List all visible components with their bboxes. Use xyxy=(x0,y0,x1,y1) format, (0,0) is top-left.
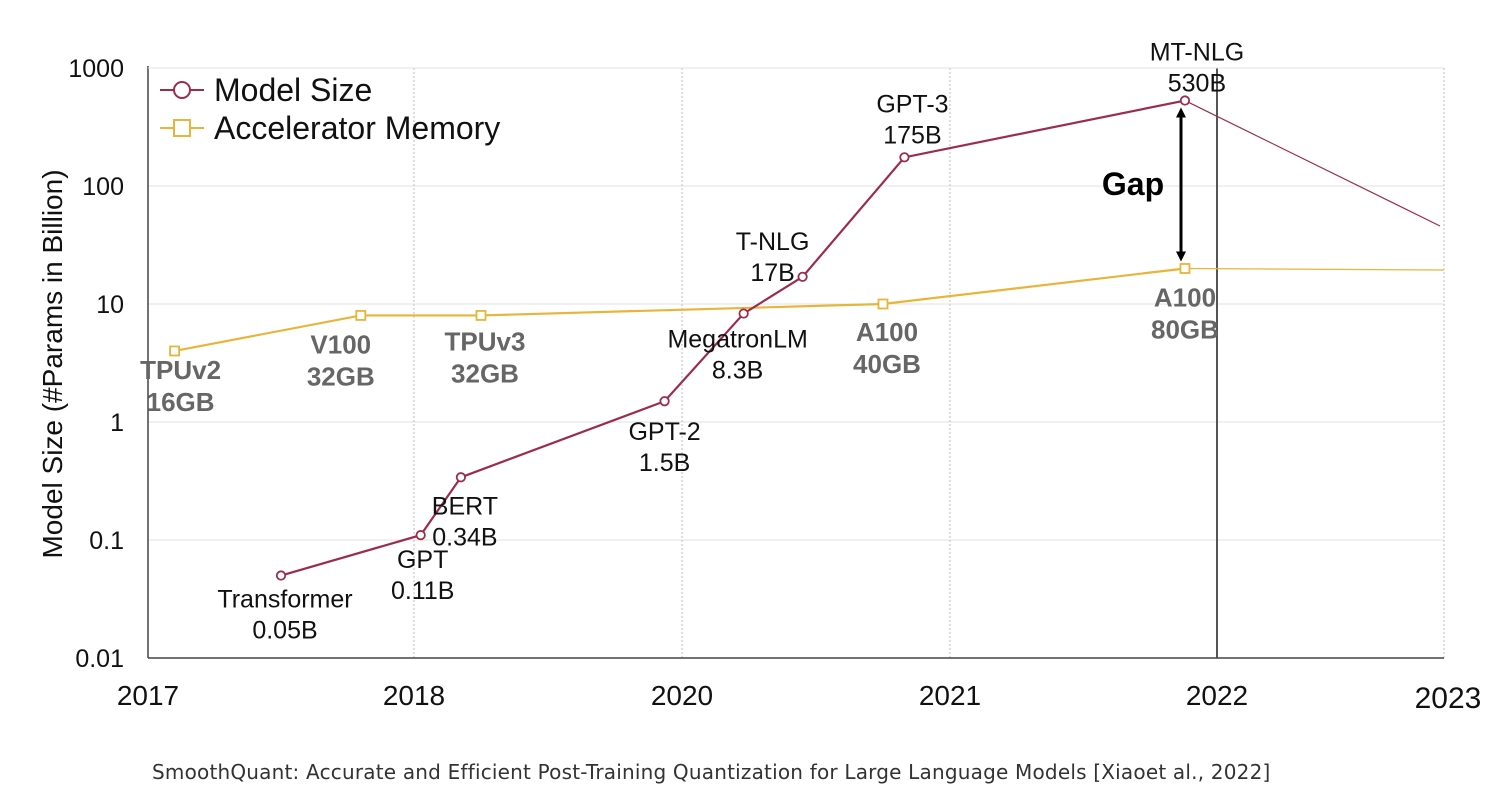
accelerator-label-name: A100 xyxy=(856,317,918,347)
model-label-size: 530B xyxy=(1168,70,1226,98)
accelerator-memory-point xyxy=(355,310,367,321)
accelerator-label-name: TPUv3 xyxy=(445,326,526,356)
model-label-name: GPT xyxy=(397,546,448,574)
model-label-size: 17B xyxy=(750,259,794,287)
model-size-point xyxy=(797,271,808,282)
y-tick-label: 100 xyxy=(82,173,124,201)
model-label-size: 1.5B xyxy=(639,449,690,477)
model-size-point xyxy=(899,152,910,163)
model-size-extension-line xyxy=(1184,99,1441,227)
x-tick-label: 2020 xyxy=(651,680,713,711)
y-tick-label: 1000 xyxy=(68,55,124,83)
y-tick-label: 0.01 xyxy=(75,645,124,673)
model-label-size: 0.34B xyxy=(432,523,497,551)
accelerator-memory-extension-line xyxy=(1184,267,1445,271)
model-label-name: T-NLG xyxy=(736,228,810,256)
series-layer xyxy=(169,95,1445,581)
accelerator-label-memory: 80GB xyxy=(1151,314,1219,344)
model-label-name: GPT-3 xyxy=(876,90,948,118)
model-size-point xyxy=(455,472,466,483)
x-tick-label: 2017 xyxy=(117,680,179,711)
y-axis-title: Model Size (#Params in Billion) xyxy=(37,169,68,558)
figure-caption: SmoothQuant: Accurate and Efficient Post… xyxy=(152,760,1271,784)
model-label-name: MegatronLM xyxy=(667,326,807,354)
accelerator-label-memory: 32GB xyxy=(307,361,375,391)
point-labels: Transformer 0.05B GPT 0.11B BERT 0.34B GPT-2 1.… xyxy=(140,39,1244,645)
model-label-size: 175B xyxy=(883,121,941,149)
model-size-point xyxy=(275,570,287,581)
accelerator-memory-point xyxy=(1179,263,1191,274)
gap-annotation: Gap xyxy=(1102,107,1186,262)
accelerator-label-memory: 40GB xyxy=(853,349,921,379)
legend-marker-circle xyxy=(173,81,191,99)
accelerator-memory-point xyxy=(169,345,181,357)
model-label-size: 0.11B xyxy=(391,577,454,605)
model-size-point xyxy=(659,396,670,407)
x-tick-label: 2018 xyxy=(383,680,445,711)
x-tick-label: 2023 xyxy=(1415,682,1482,715)
model-label-name: MT-NLG xyxy=(1150,39,1244,67)
axes: 1000 100 10 1 0.1 0.01 2017 2018 2020 2021 2022 202… xyxy=(37,55,1481,715)
model-label-name: Transformer xyxy=(217,586,352,614)
accelerator-label-name: A100 xyxy=(1154,282,1216,312)
model-label-size: 0.05B xyxy=(252,617,317,645)
legend-label: Accelerator Memory xyxy=(214,110,500,146)
model-label-name: BERT xyxy=(432,492,498,520)
model-label-size: 8.3B xyxy=(712,357,763,385)
y-tick-label: 10 xyxy=(96,291,124,319)
model-size-point xyxy=(1179,95,1191,106)
accelerator-label-memory: 16GB xyxy=(147,387,215,417)
accelerator-memory-point xyxy=(877,298,889,310)
model-size-chart: 1000 100 10 1 0.1 0.01 2017 2018 2020 2021 2022 202… xyxy=(37,39,1481,715)
legend-marker-square xyxy=(173,119,191,137)
model-size-point xyxy=(738,308,749,319)
accelerator-memory-point xyxy=(475,310,487,321)
model-size-point xyxy=(415,530,426,541)
legend-label: Model Size xyxy=(214,72,372,108)
accelerator-label-name: TPUv2 xyxy=(140,355,221,385)
y-tick-label: 1 xyxy=(110,409,124,437)
model-size-line xyxy=(280,99,1186,577)
model-label-name: GPT-2 xyxy=(628,418,700,446)
gap-label: Gap xyxy=(1102,166,1164,202)
x-tick-label: 2022 xyxy=(1186,680,1248,711)
x-tick-label: 2021 xyxy=(919,680,981,711)
accelerator-label-name: V100 xyxy=(310,329,371,359)
accelerator-label-memory: 32GB xyxy=(451,358,519,388)
y-tick-label: 0.1 xyxy=(89,527,124,555)
